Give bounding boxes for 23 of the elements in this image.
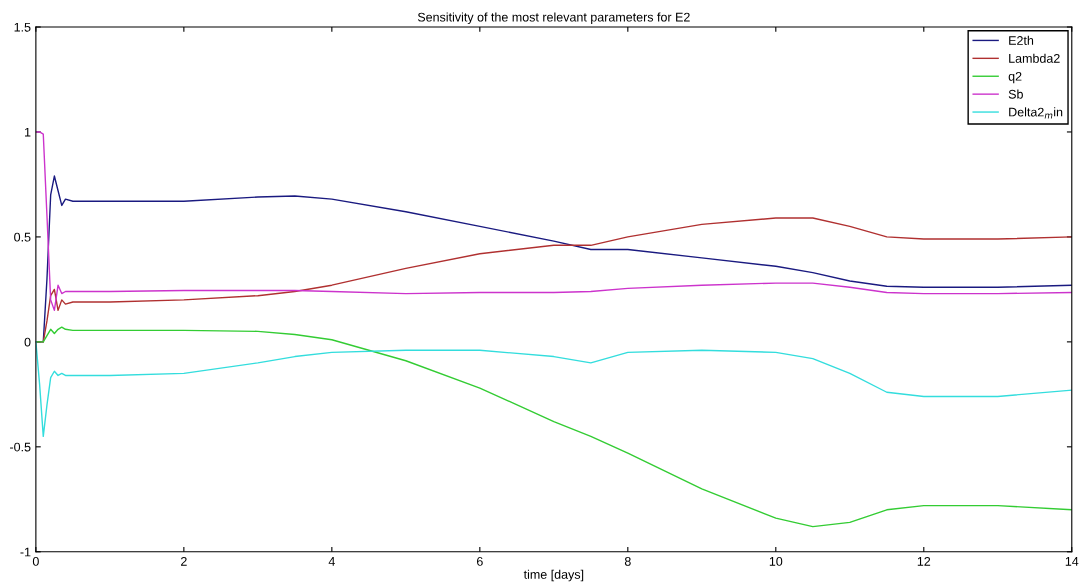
y-tick-label: -0.5 (10, 442, 31, 452)
line-series (35, 326, 1072, 528)
x-axis-title: time [days] (523, 569, 584, 582)
x-tick-label: 14 (1065, 557, 1079, 566)
y-tick-label: 1 (25, 127, 31, 137)
x-tick-label: 10 (769, 556, 783, 566)
y-tick-label: 1.5 (14, 22, 31, 32)
y-tick-label: -1 (20, 547, 31, 557)
x-tick-label: 4 (328, 557, 335, 566)
chart-title: Sensitivity of the most relevant parameters for E2 (417, 12, 690, 25)
x-tick-label: 2 (181, 556, 187, 566)
legend-label: Lambda2 (1009, 53, 1060, 63)
line-series (35, 131, 1072, 312)
y-tick-label: 0 (24, 337, 31, 347)
x-tick-label: 6 (476, 556, 483, 566)
legend-label: Sb (1008, 89, 1023, 99)
legend-label: Delta2$_{m}$in (1009, 107, 1063, 119)
legend-label: q2 (1008, 71, 1022, 84)
x-tick-label: 8 (624, 556, 631, 566)
x-tick-label: 12 (917, 556, 931, 566)
x-tick-label: 0 (32, 556, 39, 566)
y-tick-label: 0.5 (14, 232, 31, 242)
legend-label: E2th (1009, 35, 1034, 45)
